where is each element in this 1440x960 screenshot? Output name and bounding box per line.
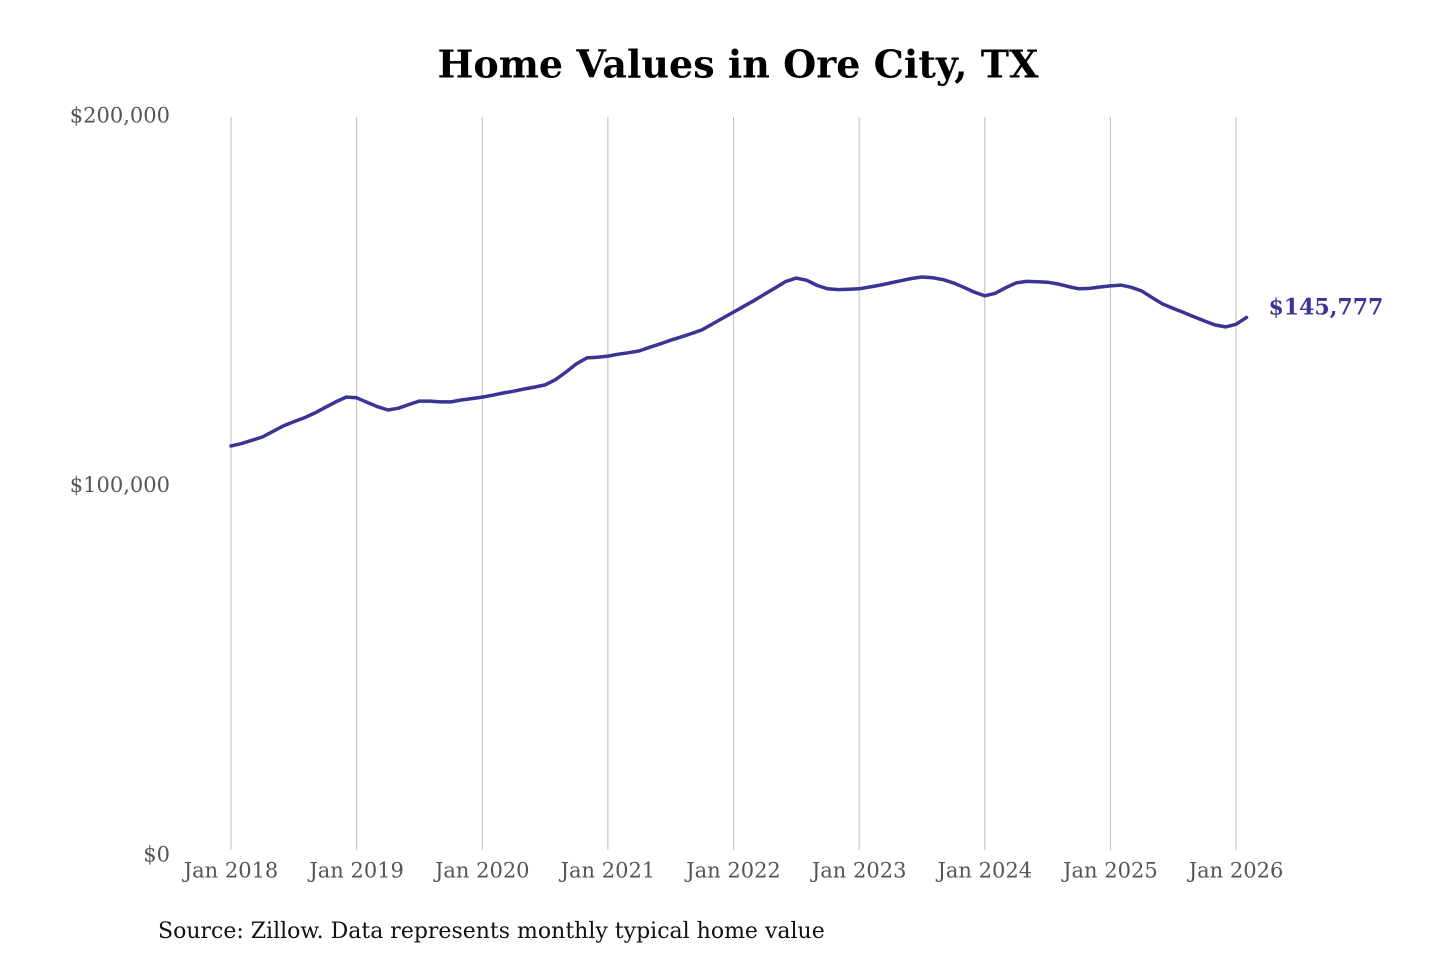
x-tick-label: Jan 2022 — [684, 859, 781, 883]
chart-title: Home Values in Ore City, TX — [437, 42, 1039, 87]
x-tick-label: Jan 2023 — [810, 859, 907, 883]
y-tick-label: $100,000 — [70, 473, 170, 497]
x-tick-label: Jan 2019 — [307, 859, 404, 883]
x-tick-label: Jan 2020 — [433, 859, 530, 883]
x-tick-label: Jan 2025 — [1061, 859, 1158, 883]
source-note: Source: Zillow. Data represents monthly … — [158, 919, 825, 944]
line-series — [229, 275, 1249, 448]
x-tick-label: Jan 2021 — [559, 859, 656, 883]
end-value-label: $145,777 — [1269, 294, 1384, 320]
x-tick-label: Jan 2024 — [935, 859, 1032, 883]
y-tick-label: $200,000 — [70, 104, 170, 128]
x-tick-label: Jan 2018 — [182, 859, 279, 883]
x-tick-label: Jan 2026 — [1187, 859, 1284, 883]
y-tick-label: $0 — [143, 843, 170, 867]
